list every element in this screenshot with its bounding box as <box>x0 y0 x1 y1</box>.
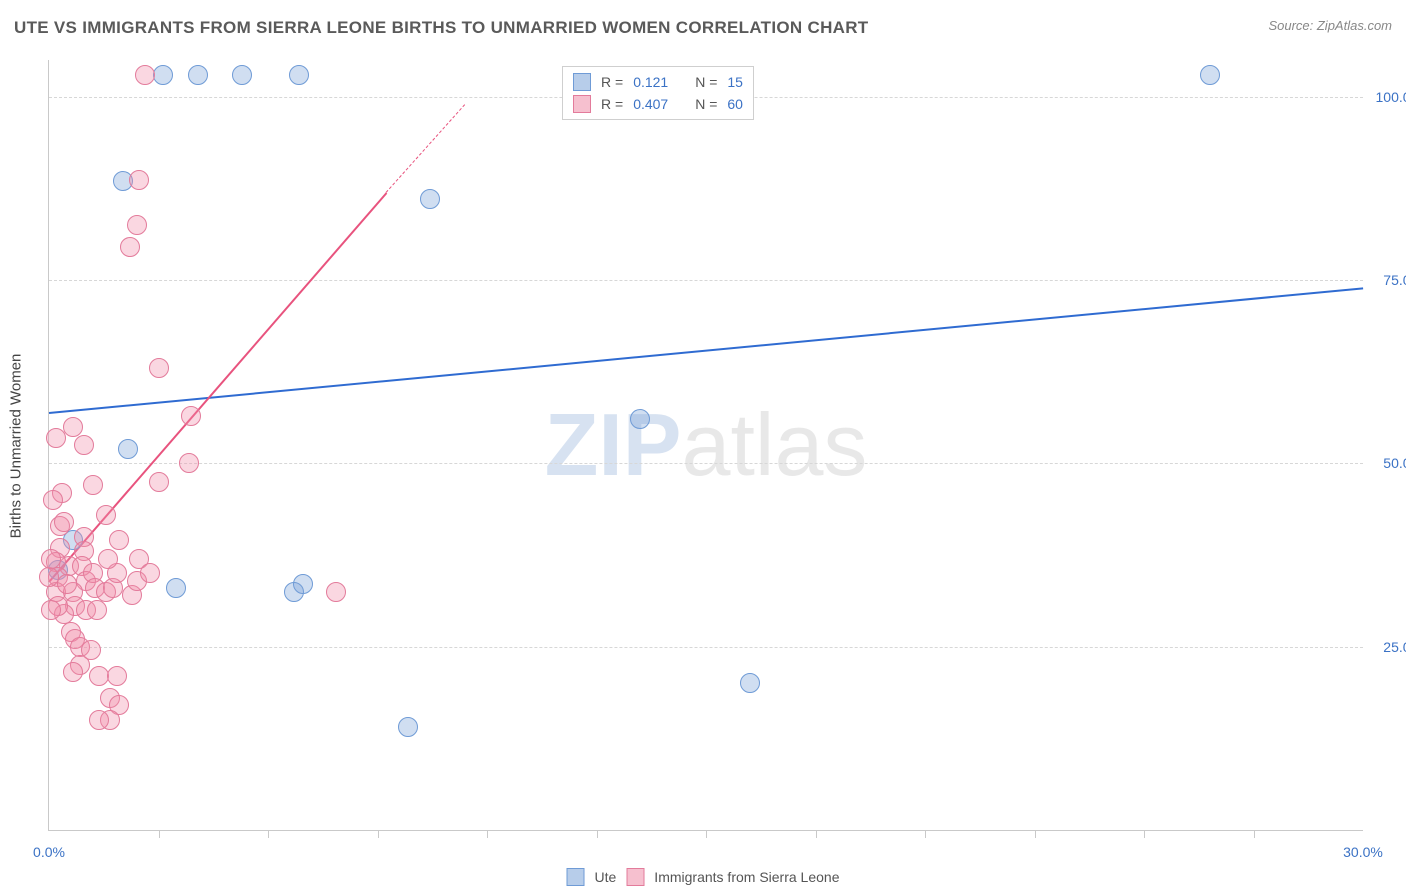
data-point <box>289 65 309 85</box>
data-point <box>74 435 94 455</box>
data-point <box>153 65 173 85</box>
r-value: 0.121 <box>633 71 685 93</box>
data-point <box>1200 65 1220 85</box>
data-point <box>135 65 155 85</box>
data-point <box>63 662 83 682</box>
y-tick-label: 25.0% <box>1368 639 1406 655</box>
scatter-plot: ZIPatlas 25.0%50.0%75.0%100.0%0.0%30.0% <box>48 60 1363 831</box>
data-point <box>107 666 127 686</box>
chart-title: UTE VS IMMIGRANTS FROM SIERRA LEONE BIRT… <box>14 18 868 38</box>
data-point <box>54 512 74 532</box>
swatch-icon <box>626 868 644 886</box>
data-point <box>109 530 129 550</box>
data-point <box>43 490 63 510</box>
trend-line <box>49 287 1363 414</box>
x-tick-label: 30.0% <box>1343 844 1383 860</box>
data-point <box>89 710 109 730</box>
x-tick <box>597 830 598 838</box>
data-point <box>188 65 208 85</box>
data-point <box>326 582 346 602</box>
data-point <box>149 472 169 492</box>
x-tick <box>1144 830 1145 838</box>
watermark-light: atlas <box>682 395 868 494</box>
swatch-icon <box>573 73 591 91</box>
x-tick <box>487 830 488 838</box>
data-point <box>120 237 140 257</box>
data-point <box>57 574 77 594</box>
data-point <box>129 170 149 190</box>
r-value: 0.407 <box>633 93 685 115</box>
data-point <box>87 600 107 620</box>
data-point <box>179 453 199 473</box>
data-point <box>127 215 147 235</box>
x-tick-label: 0.0% <box>33 844 65 860</box>
gridline <box>49 647 1363 648</box>
source-label: Source: ZipAtlas.com <box>1268 18 1392 33</box>
data-point <box>63 417 83 437</box>
legend-stats-row: R = 0.121 N = 15 <box>573 71 743 93</box>
data-point <box>149 358 169 378</box>
data-point <box>740 673 760 693</box>
x-tick <box>706 830 707 838</box>
r-label: R = <box>601 93 623 115</box>
x-tick <box>1254 830 1255 838</box>
swatch-icon <box>573 95 591 113</box>
y-tick-label: 50.0% <box>1368 455 1406 471</box>
data-point <box>293 574 313 594</box>
data-point <box>140 563 160 583</box>
data-point <box>630 409 650 429</box>
data-point <box>166 578 186 598</box>
trend-line <box>386 104 466 193</box>
legend-label: Immigrants from Sierra Leone <box>654 869 839 885</box>
n-label: N = <box>695 71 717 93</box>
r-label: R = <box>601 71 623 93</box>
data-point <box>118 439 138 459</box>
x-tick <box>378 830 379 838</box>
data-point <box>41 549 61 569</box>
data-point <box>96 505 116 525</box>
n-value: 15 <box>727 71 743 93</box>
y-axis-label: Births to Unmarried Women <box>8 354 25 539</box>
legend-stats: R = 0.121 N = 15 R = 0.407 N = 60 <box>562 66 754 120</box>
x-tick <box>816 830 817 838</box>
n-label: N = <box>695 93 717 115</box>
trend-line <box>48 192 387 582</box>
data-point <box>232 65 252 85</box>
x-tick <box>159 830 160 838</box>
n-value: 60 <box>727 93 743 115</box>
data-point <box>41 600 61 620</box>
data-point <box>98 549 118 569</box>
data-point <box>181 406 201 426</box>
legend-stats-row: R = 0.407 N = 60 <box>573 93 743 115</box>
gridline <box>49 280 1363 281</box>
watermark-bold: ZIP <box>545 395 682 494</box>
data-point <box>83 475 103 495</box>
watermark: ZIPatlas <box>545 394 868 496</box>
gridline <box>49 463 1363 464</box>
legend-label: Ute <box>595 869 617 885</box>
data-point <box>398 717 418 737</box>
y-tick-label: 75.0% <box>1368 272 1406 288</box>
y-tick-label: 100.0% <box>1368 89 1406 105</box>
data-point <box>420 189 440 209</box>
legend-bottom: Ute Immigrants from Sierra Leone <box>567 868 840 886</box>
data-point <box>46 428 66 448</box>
x-tick <box>925 830 926 838</box>
data-point <box>39 567 59 587</box>
swatch-icon <box>567 868 585 886</box>
x-tick <box>1035 830 1036 838</box>
x-tick <box>268 830 269 838</box>
